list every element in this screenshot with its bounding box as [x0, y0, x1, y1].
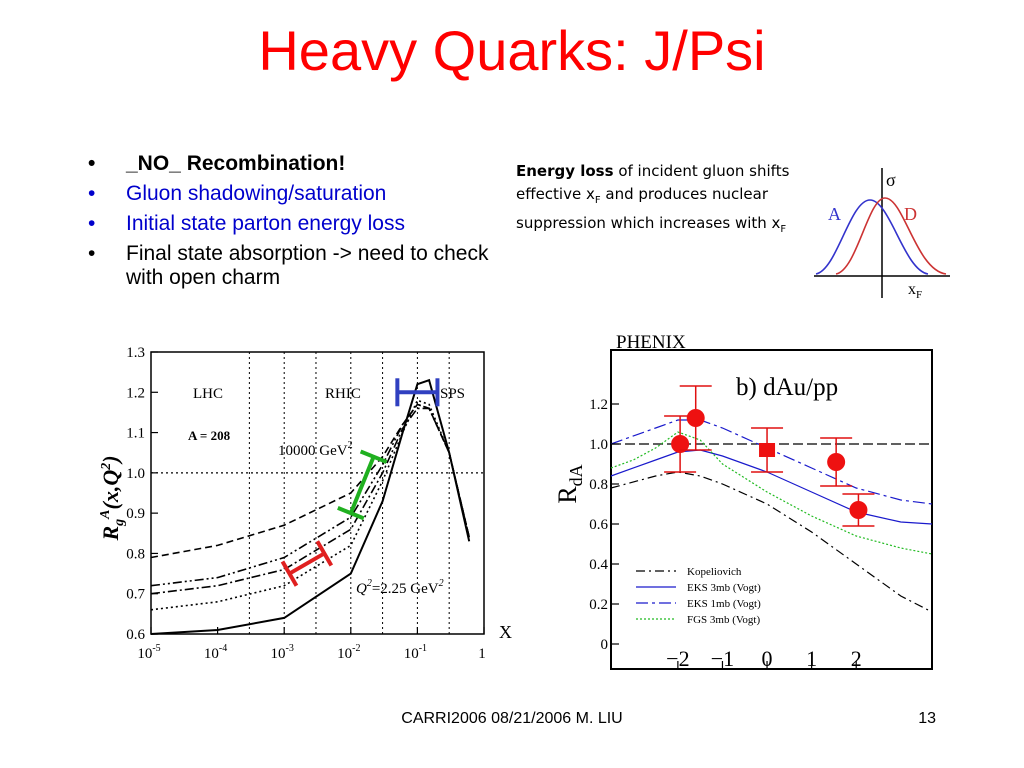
note-sub-2: F: [780, 224, 787, 235]
x-tick-label: 1: [806, 646, 817, 671]
shadowing-curve-solid: [150, 378, 471, 635]
region-label-sps: SPS: [440, 386, 465, 402]
note-bold: Energy loss: [516, 162, 614, 180]
x-tick-label: 10-4: [204, 643, 227, 662]
y-tick-label: 1.0: [589, 437, 608, 453]
y-tick-label: 0.6: [126, 627, 145, 643]
left-chart-y-axis-label: RgA(x,Q2): [98, 455, 127, 541]
note-sub-1: F: [594, 195, 601, 206]
data-point-square: [759, 443, 776, 457]
q-high-label: 10000 GeV2: [278, 440, 353, 459]
panel-label: b) dAu/pp: [736, 374, 838, 401]
phenix-label: PHENIX: [616, 332, 686, 353]
bullet-item-energy-loss: • Initial state parton energy loss: [88, 212, 508, 236]
model-curve: [610, 431, 933, 555]
bullet-item-gluon-shadowing: • Gluon shadowing/saturation: [88, 182, 508, 206]
left-chart-frame: [150, 351, 485, 635]
y-tick-label: 1.3: [126, 345, 145, 361]
y-tick-label: 1.2: [126, 385, 145, 401]
energy-loss-note: Energy loss of incident gluon shifts eff…: [516, 160, 796, 241]
phenix-dau-chart: PHENIX b) dAu/pp 0 0.2 0.4 0.6 0.8 1.0 1.2 −2−…: [553, 332, 933, 671]
x-tick-label: 10-2: [337, 643, 360, 662]
page-number: 13: [918, 710, 936, 727]
curve-a-label: A: [828, 204, 841, 224]
shadowing-curve-dashed: [150, 403, 470, 559]
y-tick-label: 0.8: [126, 546, 145, 562]
y-tick-label: 0.6: [589, 517, 608, 533]
y-tick-label: 0.8: [589, 477, 608, 493]
y-tick-label: 0.9: [126, 506, 145, 522]
kinematic-range-cap: [337, 506, 365, 521]
note-text-2: and produces nuclear suppression which i…: [516, 185, 781, 232]
bullet-dot: •: [88, 212, 96, 235]
y-tick-label: 0: [601, 637, 609, 653]
note-text-1: of incident gluon shifts effective x: [516, 162, 790, 203]
y-tick-label: 0.4: [589, 557, 608, 573]
data-point: [671, 435, 690, 453]
sigma-diagram: σ A D xF: [814, 168, 950, 300]
q-low-label: Q2=2.25 GeV2: [356, 578, 444, 597]
kinematic-range-cap: [280, 560, 299, 587]
curve-d: [835, 197, 947, 275]
x-tick-label: 2: [851, 646, 862, 671]
footer-text: CARRI2006 08/21/2006 M. LIU: [401, 710, 623, 727]
x-tick-label: 1: [478, 646, 486, 662]
data-point: [827, 453, 846, 471]
shadowing-curve-dashdotdot: [150, 403, 470, 587]
curve-d-label: D: [904, 204, 917, 224]
sigma-label: σ: [886, 170, 896, 190]
model-curve: [610, 471, 933, 613]
y-tick-label: 0.7: [126, 587, 145, 603]
xf-label: xF: [908, 281, 922, 300]
bullet-list: • _NO_ Recombination! • Gluon shadowing/…: [88, 152, 508, 296]
bullet-text: Initial state parton energy loss: [126, 212, 405, 235]
right-chart-frame: [610, 349, 933, 670]
model-curve: [610, 449, 933, 525]
bullet-item-absorption: • Final state absorption -> need to chec…: [88, 242, 508, 290]
model-curve: [610, 419, 933, 505]
region-label-lhc: LHC: [193, 386, 223, 402]
x-tick-label: −1: [711, 646, 734, 671]
x-tick-label: 10-1: [404, 643, 427, 662]
bullet-item-recombination: • _NO_ Recombination!: [88, 152, 508, 176]
y-tick-label: 1.0: [126, 466, 145, 482]
x-axis-label: X: [499, 622, 512, 642]
data-point: [686, 409, 705, 427]
data-point: [849, 501, 868, 519]
bullet-text: Gluon shadowing/saturation: [126, 182, 387, 205]
kinematic-range-cap: [315, 540, 334, 567]
legend-label: EKS 1mb (Vogt): [687, 598, 761, 610]
bullet-dot: •: [88, 182, 96, 205]
x-tick-label: 0: [762, 646, 773, 671]
legend-label: Kopeliovich: [687, 566, 742, 578]
kinematic-range-bar: [288, 551, 326, 576]
x-tick-label: 10-3: [271, 643, 294, 662]
y-tick-label: 1.2: [589, 397, 608, 413]
a-208-label: A = 208: [188, 428, 231, 443]
bullet-text: _NO_ Recombination!: [126, 152, 346, 175]
kinematic-range-cap: [359, 449, 388, 464]
curve-a: [815, 199, 929, 275]
shadowing-curve-dotted: [150, 399, 470, 611]
right-chart-y-axis-label: RdA: [553, 464, 586, 503]
slide-title: Heavy Quarks: J/Psi: [258, 19, 766, 82]
x-tick-label: −2: [666, 646, 689, 671]
y-tick-label: 1.1: [126, 426, 145, 442]
region-label-rhic: RHIC: [325, 386, 361, 402]
bullet-text: Final state absorption -> need to check …: [126, 242, 489, 289]
bullet-dot: •: [88, 242, 96, 265]
bullet-dot: •: [88, 152, 96, 175]
gluon-shadowing-chart: 0.6 0.7 0.8 0.9 1.0 1.1 1.2 1.3 10-5 10-4 10-3 10-…: [98, 345, 512, 662]
legend-label: EKS 3mb (Vogt): [687, 582, 761, 594]
legend-label: FGS 3mb (Vogt): [687, 614, 760, 626]
y-tick-label: 0.2: [589, 597, 608, 613]
x-tick-label: 10-5: [137, 643, 160, 662]
kinematic-range-bar: [348, 455, 376, 514]
